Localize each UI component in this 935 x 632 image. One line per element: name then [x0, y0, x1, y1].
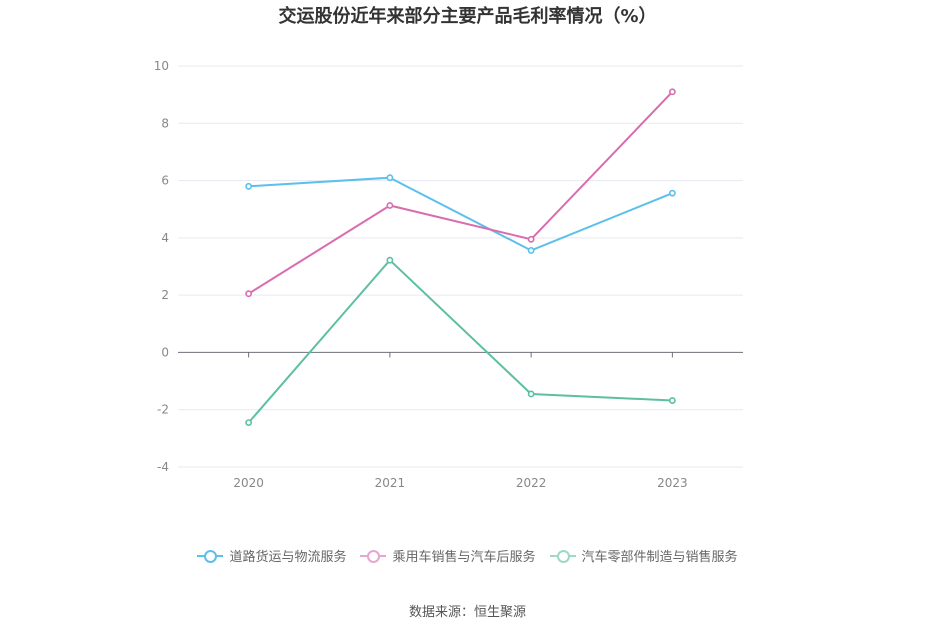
data-source: 数据来源：恒生聚源 — [408, 605, 526, 620]
data-point[interactable] — [527, 390, 535, 398]
data-point[interactable] — [245, 182, 253, 190]
legend-marker-icon — [549, 549, 576, 563]
data-point[interactable] — [386, 202, 394, 209]
legend-item-passenger-car[interactable]: 乘用车销售与汽车后服务 — [360, 546, 536, 565]
x-axis — [178, 351, 743, 358]
series-lines — [245, 88, 676, 427]
data-point[interactable] — [527, 247, 535, 254]
x-tick-label: 2020 — [233, 476, 264, 490]
legend-label: 道路货运与物流服务 — [229, 550, 347, 565]
legend-label: 汽车零部件制造与销售服务 — [581, 550, 738, 565]
x-axis-ticks: 2020 2021 2022 2023 — [233, 476, 687, 490]
legend-marker-icon — [197, 549, 224, 563]
series-1 — [245, 174, 676, 254]
legend-marker-icon — [360, 549, 387, 563]
y-tick-label: 10 — [154, 59, 169, 73]
legend-item-road-freight[interactable]: 道路货运与物流服务 — [197, 546, 346, 565]
y-tick-label: 8 — [161, 116, 169, 130]
line-chart: -4 -2 0 2 4 6 8 10 2020 2021 2022 2023 — [154, 59, 743, 490]
data-point[interactable] — [668, 397, 676, 404]
data-point[interactable] — [386, 256, 394, 264]
series-line — [248, 176, 673, 252]
y-axis-ticks: -4 -2 0 2 4 6 8 10 — [154, 59, 169, 474]
data-point[interactable] — [386, 174, 394, 182]
y-tick-label: 6 — [161, 174, 169, 188]
data-point[interactable] — [245, 290, 253, 298]
x-tick-label: 2021 — [375, 476, 406, 490]
legend-item-auto-parts[interactable]: 汽车零部件制造与销售服务 — [549, 546, 738, 565]
series-3 — [245, 256, 676, 427]
data-point[interactable] — [245, 419, 253, 427]
series-2 — [245, 88, 676, 298]
x-tick-label: 2022 — [516, 476, 547, 490]
legend: 道路货运与物流服务 乘用车销售与汽车后服务 汽车零部件制造与销售服务 — [0, 546, 935, 565]
series-line — [248, 91, 674, 295]
y-tick-label: 2 — [161, 288, 169, 302]
grid-lines — [178, 65, 743, 468]
data-point[interactable] — [668, 88, 676, 96]
y-tick-label: 4 — [161, 231, 169, 245]
data-point[interactable] — [668, 189, 676, 197]
data-point[interactable] — [527, 235, 535, 243]
y-tick-label: -2 — [157, 403, 169, 417]
chart-title: 交运股份近年来部分主要产品毛利率情况（%） — [278, 6, 657, 27]
legend-label: 乘用车销售与汽车后服务 — [392, 550, 536, 565]
y-tick-label: 0 — [161, 345, 169, 359]
y-tick-label: -4 — [157, 460, 169, 474]
x-tick-label: 2023 — [657, 476, 688, 490]
series-line — [247, 258, 673, 424]
